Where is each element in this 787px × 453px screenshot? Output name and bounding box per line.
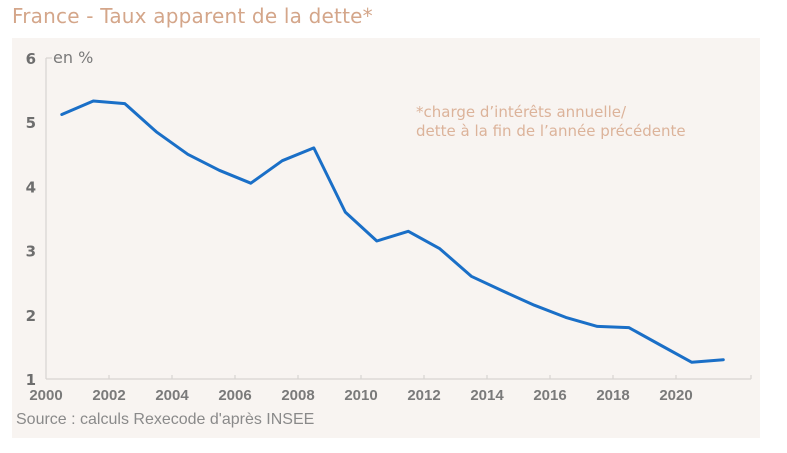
axes [45,57,752,380]
source-note: Source : calculs Rexecode d'après INSEE [16,411,315,428]
y-tick-label: 5 [26,114,36,132]
x-tick-labels: 2000 2002 2004 2006 2008 2010 2012 2014 2016 2018… [29,387,692,404]
x-tick-label: 2004 [155,387,189,404]
x-tick-label: 2000 [29,387,62,404]
x-tick-label: 2012 [407,387,440,404]
y-tick-label: 2 [26,307,36,325]
x-tick-label: 2014 [470,387,504,404]
x-tick-label: 2016 [533,387,566,404]
x-tick-label: 2020 [659,387,692,404]
y-tick-label: 3 [26,243,36,261]
x-tick-label: 2002 [92,387,125,404]
annotation-line-1: *charge d’intérêts annuelle/ [416,103,627,121]
x-tick-label: 2006 [218,387,251,404]
x-tick-label: 2008 [281,387,314,404]
y-tick-label: 6 [26,50,36,68]
x-tick-label: 2010 [344,387,377,404]
series-group [60,99,725,364]
series-line [60,99,725,364]
x-tick-label: 2018 [596,387,629,404]
annotation-line-2: dette à la fin de l’année précédente [416,122,686,140]
y-tick-label: 1 [26,371,36,389]
y-tick-labels: 1 2 3 4 5 6 [26,50,36,389]
chart-title: France - Taux apparent de la dette* [12,4,373,28]
y-tick-label: 4 [26,178,36,196]
y-unit-label: en % [53,48,93,67]
